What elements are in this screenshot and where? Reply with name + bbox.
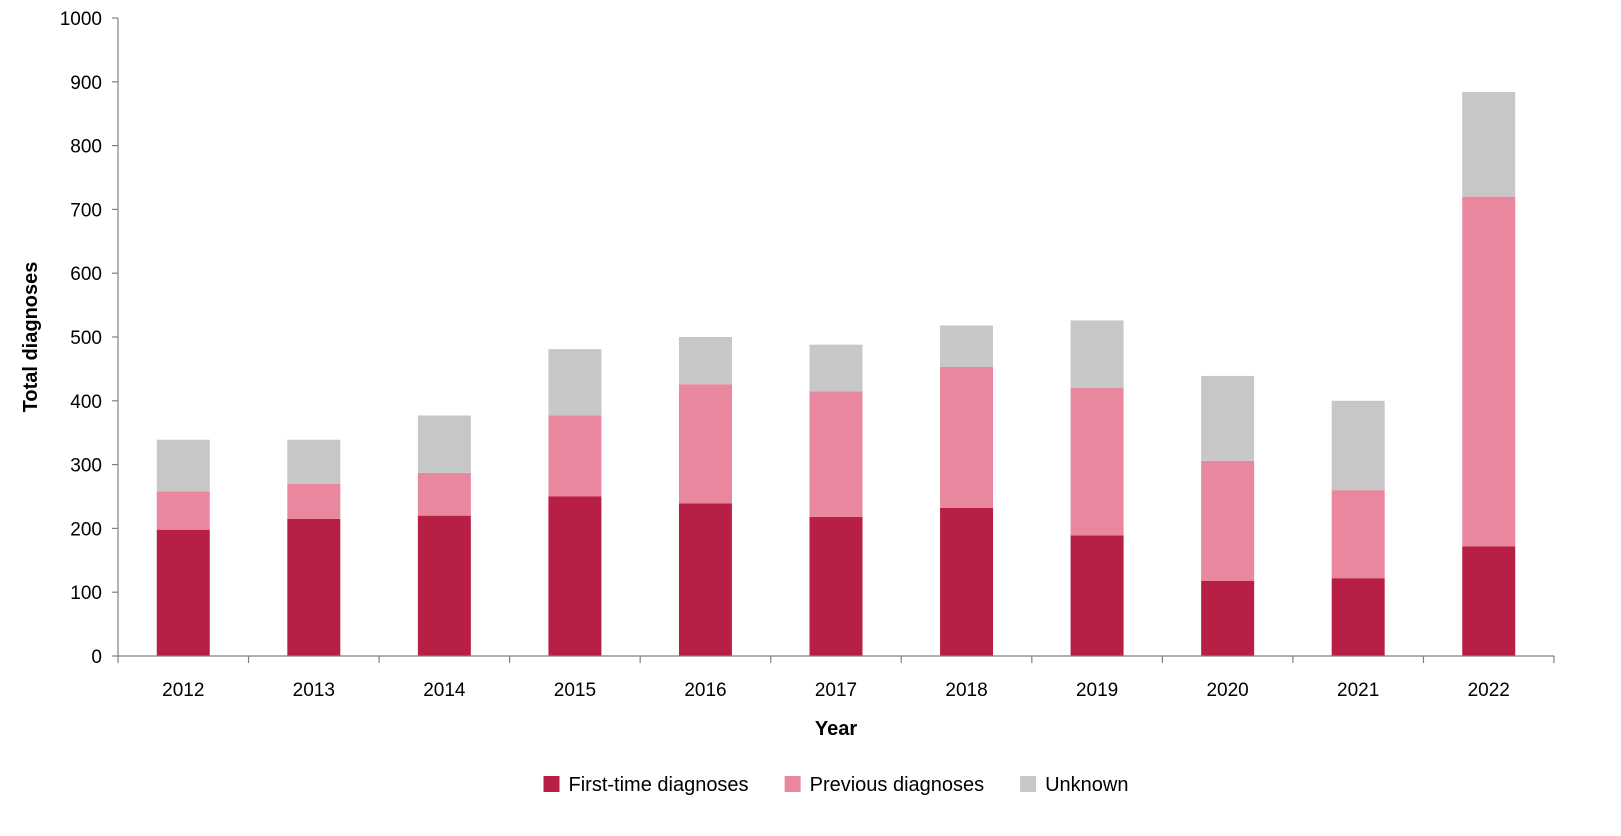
bar-segment-2016-first-time-diagnoses: [678, 503, 732, 656]
bar-segment-2022-unknown: [1462, 92, 1516, 197]
x-axis-title: Year: [815, 718, 857, 740]
bar-segment-2015-unknown: [548, 349, 602, 416]
bar-segment-2016-unknown: [678, 337, 732, 385]
bar-segment-2017-unknown: [809, 344, 863, 392]
x-tick-label: 2018: [945, 680, 987, 701]
bar-segment-2014-first-time-diagnoses: [417, 515, 471, 656]
y-tick-label: 0: [91, 647, 102, 668]
bar-segment-2019-first-time-diagnoses: [1070, 535, 1124, 656]
bar-segment-2021-unknown: [1331, 400, 1385, 491]
legend-swatch: [543, 776, 560, 792]
bar-segment-2012-first-time-diagnoses: [156, 529, 210, 656]
y-axis-title: Total diagnoses: [20, 262, 42, 413]
bar-segment-2020-first-time-diagnoses: [1201, 580, 1255, 656]
x-tick-label: 2019: [1076, 680, 1118, 701]
legend-label: Previous diagnoses: [810, 774, 985, 796]
y-tick-label: 100: [70, 583, 102, 604]
bar-segment-2018-unknown: [940, 325, 994, 367]
y-tick-label: 1000: [60, 9, 102, 30]
y-tick-label: 900: [70, 73, 102, 94]
legend-item-unknown: Unknown: [1020, 774, 1128, 796]
legend: First-time diagnoses Previous diagnoses Un…: [543, 774, 1128, 796]
bar-segment-2013-previous-diagnoses: [287, 483, 341, 519]
bar-segment-2017-previous-diagnoses: [809, 391, 863, 517]
bar-segment-2020-previous-diagnoses: [1201, 460, 1255, 581]
y-axis-ticks: 0 100 200 300 400 500 600 700 800 900 1000: [60, 9, 118, 668]
legend-label: First-time diagnoses: [569, 774, 749, 796]
x-tick-label: 2012: [162, 680, 204, 701]
bar-segment-2015-first-time-diagnoses: [548, 496, 602, 656]
bar-segment-2013-unknown: [287, 439, 341, 484]
bar-segment-2019-unknown: [1070, 320, 1124, 389]
bar-segment-2012-previous-diagnoses: [156, 491, 210, 530]
x-tick-label: 2013: [293, 680, 335, 701]
bar-segment-2014-unknown: [417, 415, 471, 473]
x-tick-label: 2015: [554, 680, 596, 701]
bar-segment-2021-previous-diagnoses: [1331, 490, 1385, 579]
x-axis-ticks: 2012 2013 2014 2015 2016 2017 2018 2019 2020 2021…: [117, 656, 1555, 701]
bar-segment-2018-first-time-diagnoses: [940, 507, 994, 656]
legend-label: Unknown: [1045, 774, 1128, 796]
bars-layer: [156, 92, 1516, 656]
bar-segment-2021-first-time-diagnoses: [1331, 578, 1385, 656]
x-tick-label: 2020: [1206, 680, 1248, 701]
x-tick-label: 2017: [815, 680, 857, 701]
bar-segment-2016-previous-diagnoses: [678, 384, 732, 504]
y-tick-label: 700: [70, 200, 102, 221]
bar-segment-2019-previous-diagnoses: [1070, 388, 1124, 536]
y-tick-label: 200: [70, 519, 102, 540]
bar-segment-2022-first-time-diagnoses: [1462, 546, 1516, 656]
bar-segment-2022-previous-diagnoses: [1462, 196, 1516, 547]
legend-item-first-time-diagnoses: First-time diagnoses: [543, 774, 749, 796]
bar-segment-2013-first-time-diagnoses: [287, 518, 341, 656]
x-tick-label: 2014: [423, 680, 466, 701]
bar-segment-2017-first-time-diagnoses: [809, 516, 863, 656]
bar-segment-2014-previous-diagnoses: [417, 472, 471, 516]
bar-segment-2012-unknown: [156, 439, 210, 492]
legend-swatch: [1020, 776, 1037, 792]
bar-segment-2018-previous-diagnoses: [940, 366, 994, 508]
legend-item-previous-diagnoses: Previous diagnoses: [784, 774, 985, 796]
x-tick-label: 2021: [1337, 680, 1379, 701]
y-tick-label: 300: [70, 456, 102, 477]
y-tick-label: 800: [70, 137, 102, 158]
y-tick-label: 500: [70, 328, 102, 349]
bar-segment-2020-unknown: [1201, 375, 1255, 461]
legend-swatch: [784, 776, 801, 792]
y-tick-label: 600: [70, 264, 102, 285]
x-tick-label: 2022: [1468, 680, 1510, 701]
x-tick-label: 2016: [684, 680, 726, 701]
y-tick-label: 400: [70, 392, 102, 413]
bar-segment-2015-previous-diagnoses: [548, 415, 602, 497]
